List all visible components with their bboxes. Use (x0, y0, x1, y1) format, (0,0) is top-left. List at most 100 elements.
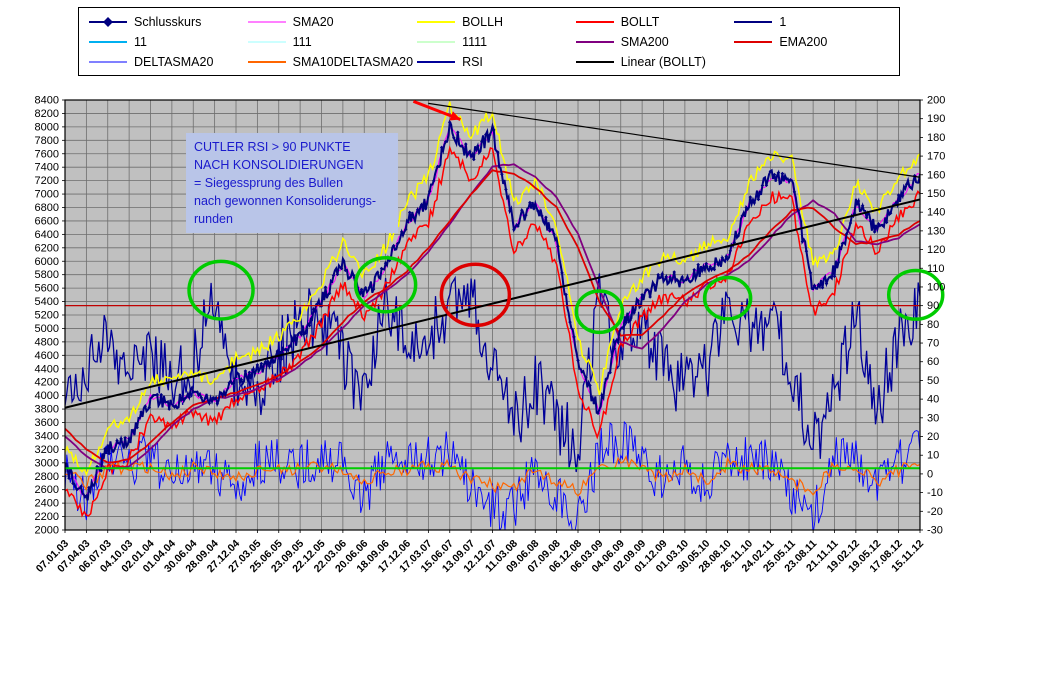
legend-item-sma20[interactable]: SMA20 (247, 14, 413, 29)
arrowhead-icon (449, 111, 461, 121)
legend-line-sample (89, 56, 127, 68)
svg-text:6000: 6000 (35, 256, 59, 268)
legend-label: RSI (462, 54, 483, 69)
svg-text:7200: 7200 (35, 175, 59, 187)
svg-text:6200: 6200 (35, 242, 59, 254)
svg-text:2600: 2600 (35, 484, 59, 496)
legend-item-1[interactable]: 1 (734, 14, 889, 29)
series-schlusskurs (65, 119, 920, 501)
legend-label: SMA200 (620, 34, 669, 49)
annotation-line-2: NACH KONSOLIDIERUNGEN (194, 158, 364, 172)
svg-text:3000: 3000 (35, 457, 59, 469)
annotation-line-4: nach gewonnen Konsoliderungs- (194, 194, 377, 208)
svg-text:90: 90 (927, 300, 939, 312)
svg-text:4400: 4400 (35, 363, 59, 375)
highlight-circle-5 (702, 275, 753, 321)
svg-text:50: 50 (927, 375, 939, 387)
svg-text:5400: 5400 (35, 296, 59, 308)
annotation-line-3: = Siegessprung des Bullen (194, 176, 344, 190)
svg-text:150: 150 (927, 188, 945, 200)
svg-text:6400: 6400 (35, 229, 59, 241)
legend-label: 111 (292, 34, 312, 49)
svg-text:120: 120 (927, 244, 945, 256)
svg-text:20: 20 (927, 431, 939, 443)
series-sma200 (65, 163, 920, 471)
series-bollt (65, 145, 920, 518)
svg-text:180: 180 (927, 132, 945, 144)
svg-text:7800: 7800 (35, 135, 59, 147)
svg-text:5800: 5800 (35, 269, 59, 281)
legend-item-111[interactable]: 111 (247, 34, 413, 49)
svg-text:8200: 8200 (35, 108, 59, 120)
svg-text:5000: 5000 (35, 323, 59, 335)
legend-label: Schlusskurs (134, 14, 202, 29)
svg-text:7400: 7400 (35, 162, 59, 174)
chart-annotation-textbox: CUTLER RSI > 90 PUNKTE NACH KONSOLIDIERU… (186, 133, 398, 233)
svg-text:130: 130 (927, 225, 945, 237)
highlight-circle-1 (187, 259, 255, 321)
legend-item-rsi[interactable]: RSI (417, 54, 572, 69)
legend-label: Linear (BOLLT) (620, 54, 706, 69)
svg-text:8000: 8000 (35, 121, 59, 133)
svg-text:5200: 5200 (35, 310, 59, 322)
svg-text:4000: 4000 (35, 390, 59, 402)
legend-item-deltasma20[interactable]: DELTASMA20 (89, 54, 244, 69)
svg-text:3400: 3400 (35, 430, 59, 442)
legend-item-sma10deltasma20[interactable]: SMA10DELTASMA20 (247, 54, 413, 69)
svg-text:110: 110 (927, 263, 945, 275)
svg-text:30: 30 (927, 412, 939, 424)
legend-line-sample (89, 36, 127, 48)
annotation-line-5: runden (194, 212, 233, 226)
legend-item-sma200[interactable]: SMA200 (575, 34, 731, 49)
legend-label: DELTASMA20 (134, 54, 214, 69)
legend-item-linear-bollt-[interactable]: Linear (BOLLT) (575, 54, 731, 69)
svg-text:8400: 8400 (35, 95, 59, 107)
legend-line-sample (417, 16, 456, 28)
legend-line-sample (417, 56, 456, 68)
svg-text:3800: 3800 (35, 404, 59, 416)
legend-item-ema200[interactable]: EMA200 (734, 34, 889, 49)
legend-line-sample (575, 16, 614, 28)
right-axis-labels: 2001901801701601501401301201101009080706… (920, 95, 945, 537)
svg-text:190: 190 (927, 113, 945, 125)
svg-text:80: 80 (927, 319, 939, 331)
legend-line-sample (247, 16, 286, 28)
svg-text:140: 140 (927, 207, 945, 219)
svg-text:5600: 5600 (35, 283, 59, 295)
legend-line-sample (247, 36, 286, 48)
svg-text:6600: 6600 (35, 215, 59, 227)
legend-label: SMA20 (292, 14, 334, 29)
svg-text:70: 70 (927, 338, 939, 350)
legend-item-schlusskurs[interactable]: Schlusskurs (89, 14, 244, 29)
x-axis-labels: 07.01.0307.04.0306.07.0304.10.0302.01.04… (34, 530, 926, 575)
legend-line-sample (417, 36, 456, 48)
legend-item-bollh[interactable]: BOLLH (417, 14, 572, 29)
highlight-circle-3 (439, 262, 512, 328)
svg-text:7000: 7000 (35, 189, 59, 201)
svg-text:0: 0 (927, 468, 933, 480)
svg-text:2800: 2800 (35, 471, 59, 483)
legend-line-sample (575, 56, 614, 68)
series-sma10deltasma20 (65, 454, 920, 497)
legend-item-1111[interactable]: 1111 (417, 34, 572, 49)
legend-label: BOLLH (462, 14, 504, 29)
svg-text:3600: 3600 (35, 417, 59, 429)
svg-text:160: 160 (927, 169, 945, 181)
svg-text:40: 40 (927, 394, 939, 406)
highlight-circle-4 (574, 289, 625, 335)
svg-text:100: 100 (927, 281, 945, 293)
svg-text:3200: 3200 (35, 444, 59, 456)
legend-item-bollt[interactable]: BOLLT (575, 14, 731, 29)
linear-bollt-trendline (64, 198, 921, 409)
svg-text:2400: 2400 (35, 498, 59, 510)
svg-text:2000: 2000 (35, 525, 59, 537)
legend-label: EMA200 (779, 34, 828, 49)
legend-label: 11 (134, 34, 147, 49)
legend-line-sample (89, 16, 127, 28)
legend-label: BOLLT (620, 14, 660, 29)
legend-item-11[interactable]: 11 (89, 34, 244, 49)
highlight-circle-2 (353, 256, 418, 314)
annotation-line-1: CUTLER RSI > 90 PUNKTE (194, 140, 351, 154)
